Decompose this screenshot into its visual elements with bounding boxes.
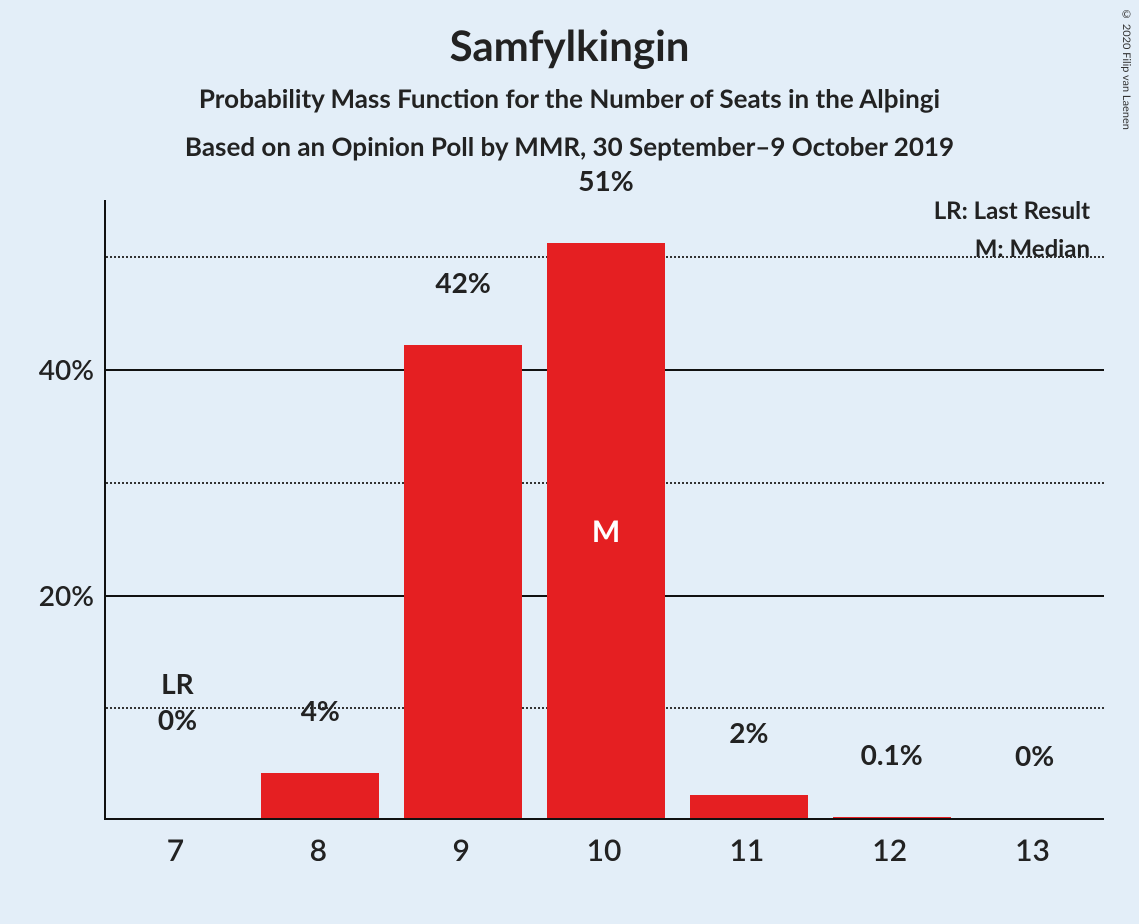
bar-label-8: 4%: [202, 693, 438, 733]
bar-value-label-10: 51%: [578, 163, 633, 197]
bar-value-label-13: 0%: [1015, 738, 1054, 772]
x-tick-7: 7: [116, 832, 234, 868]
y-tick-40: 40%: [39, 352, 94, 386]
chart-subtitle-2: Based on an Opinion Poll by MMR, 30 Sept…: [0, 130, 1139, 162]
x-tick-12: 12: [831, 832, 949, 868]
copyright-credit: © 2020 Filip van Laenen: [1120, 8, 1133, 130]
chart-bars: LR0%4%42%M51%2%0.1%0%: [106, 200, 1104, 818]
bar-median-marker: M: [547, 513, 665, 549]
bar-11: 2%: [690, 198, 808, 818]
bar-label-13: 0%: [917, 738, 1139, 778]
x-tick-8: 8: [259, 832, 377, 868]
bar-rect-8: [261, 773, 379, 818]
chart-plot-area: LR: Last Result M: Median LR0%4%42%M51%2…: [104, 200, 1104, 820]
bar-12: 0.1%: [833, 198, 951, 818]
bar-rect-12: [833, 817, 951, 818]
bar-rect-11: [690, 795, 808, 818]
bar-rect-9: [404, 345, 522, 818]
bar-value-label-12: 0.1%: [861, 737, 923, 771]
x-tick-13: 13: [974, 832, 1092, 868]
bar-13: 0%: [976, 198, 1094, 818]
x-tick-10: 10: [545, 832, 663, 868]
chart-title: Samfylkingin: [0, 0, 1139, 70]
y-tick-20: 20%: [39, 578, 94, 612]
bar-value-label-11: 2%: [729, 715, 768, 749]
bar-label-9: 42%: [345, 265, 581, 305]
bar-value-label-9: 42%: [435, 265, 490, 299]
chart-subtitle-1: Probability Mass Function for the Number…: [0, 82, 1139, 114]
bar-value-label-8: 4%: [301, 693, 340, 727]
bar-9: 42%: [404, 198, 522, 818]
bar-value-label-7: 0%: [158, 702, 197, 736]
x-axis-labels: 789 10 11 12 13: [104, 832, 1104, 882]
x-tick-11: 11: [688, 832, 806, 868]
x-tick-9: 9: [402, 832, 520, 868]
bar-label-10: 51%: [488, 163, 724, 203]
